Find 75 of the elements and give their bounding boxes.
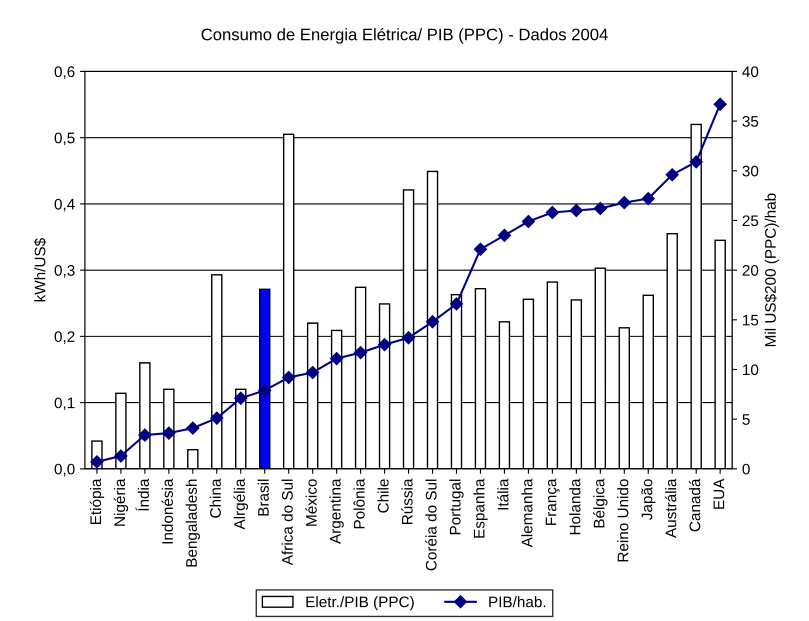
point xyxy=(210,412,224,425)
point xyxy=(594,202,607,216)
y2-tick-label: 20 xyxy=(742,265,758,276)
x-tick-label: Nigéria xyxy=(114,478,128,526)
x-tick-label: Alrgélia xyxy=(234,478,248,530)
x-tick-label: Coréia do Sul xyxy=(425,480,437,570)
point xyxy=(330,352,344,366)
y2-tick-label: 25 xyxy=(742,215,758,226)
point xyxy=(186,422,200,435)
x-tick-label: México xyxy=(305,479,317,526)
point xyxy=(426,315,440,328)
point xyxy=(90,455,104,468)
point xyxy=(114,449,128,463)
x-tick-label: Itália xyxy=(497,478,509,510)
x-tick-label: Brasil xyxy=(258,480,269,516)
x-tick-label: Etiópia xyxy=(90,478,104,524)
point xyxy=(450,297,464,311)
point xyxy=(666,168,679,182)
point xyxy=(282,370,296,384)
x-tick-label: Canadá xyxy=(688,478,700,532)
point xyxy=(138,428,152,442)
y2-tick-label: 10 xyxy=(743,364,758,376)
x-tick-label: Espanha xyxy=(473,478,488,538)
y-tick-label: 0,3 xyxy=(54,265,75,278)
chart-title: Consumo de Energia Elétrica/ PIB (PPC) - Dados 2004 xyxy=(202,28,608,44)
y2-axis-title: Mil US$200 (PPC)/hab xyxy=(764,194,779,346)
point xyxy=(234,392,248,405)
point xyxy=(474,242,488,256)
x-tick-label: China xyxy=(210,478,221,518)
y-tick-label: 0,2 xyxy=(54,331,74,344)
legend-label: PIB/hab. xyxy=(489,596,546,608)
y2-tick-label: 35 xyxy=(742,116,758,127)
point xyxy=(522,214,535,228)
x-tick-label: Holanda xyxy=(569,478,580,534)
y-tick-label: 0,4 xyxy=(54,198,75,212)
x-tick-label: Portugal xyxy=(449,480,464,534)
point xyxy=(546,206,559,220)
point xyxy=(402,331,416,344)
point xyxy=(642,192,655,206)
x-tick-label: Chile xyxy=(377,479,389,513)
point xyxy=(570,204,583,218)
y-tick-label: 0,0 xyxy=(54,464,75,476)
point xyxy=(354,346,368,360)
y-tick-label: 0,6 xyxy=(54,66,75,79)
x-tick-label: Indonésia xyxy=(162,478,173,544)
point xyxy=(378,338,392,352)
y-tick-label: 0,5 xyxy=(54,132,75,146)
y2-tick-label: 15 xyxy=(743,314,758,326)
y2-tick-label: 0 xyxy=(742,464,750,475)
point xyxy=(714,98,727,111)
point xyxy=(258,384,272,397)
point xyxy=(498,228,512,242)
y2-tick-label: 40 xyxy=(742,66,758,78)
x-tick-label: EUA xyxy=(714,478,724,509)
x-tick-label: Austrália xyxy=(664,478,676,538)
x-tick-label: Argentina xyxy=(330,478,344,544)
x-tick-label: Japão xyxy=(641,479,656,520)
y2-tick-label: 30 xyxy=(742,166,758,176)
x-tick-label: Bélgica xyxy=(593,478,608,528)
x-tick-label: Alemanha xyxy=(521,478,532,548)
point xyxy=(162,426,176,440)
x-tick-label: Rússia xyxy=(401,478,413,524)
point xyxy=(618,196,631,210)
x-tick-label: Bengaladesh xyxy=(186,480,200,567)
y2-tick-label: 5 xyxy=(742,414,750,425)
y-axis-title: kWh/US$ xyxy=(34,238,46,302)
legend-label: Eletr./PIB (PPC) xyxy=(306,596,414,610)
x-tick-label: Índia xyxy=(136,478,149,511)
x-tick-label: Polônia xyxy=(353,478,365,528)
x-tick-label: Reino Unido xyxy=(617,479,628,562)
point xyxy=(690,155,703,168)
x-tick-label: França xyxy=(546,478,560,525)
point xyxy=(306,366,320,380)
y-tick-label: 0,1 xyxy=(54,397,74,410)
x-tick-label: Africa do Sul xyxy=(282,480,293,566)
